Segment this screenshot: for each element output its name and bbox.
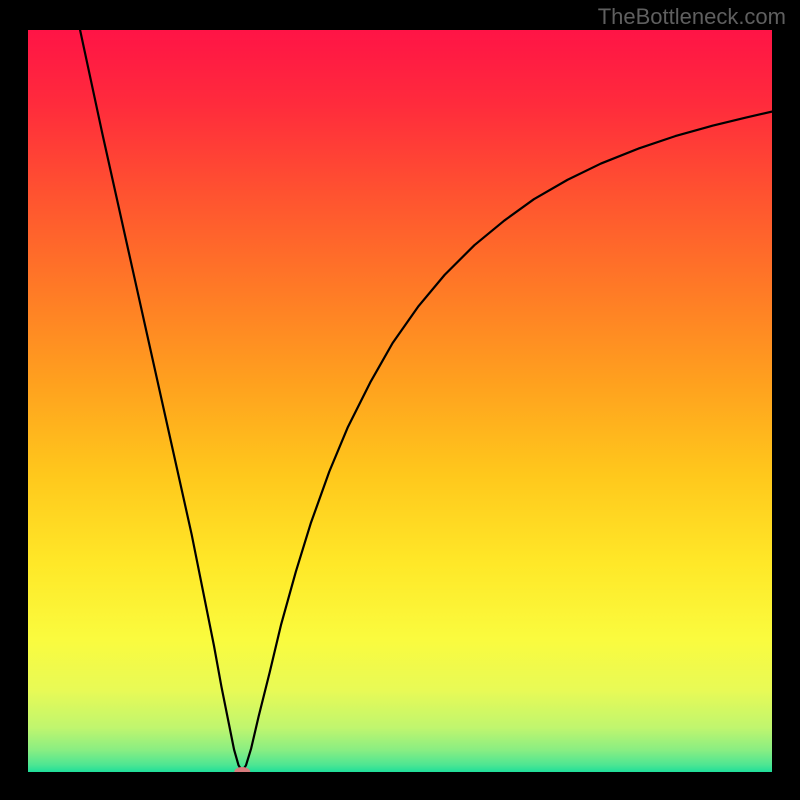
chart-frame: TheBottleneck.com [0, 0, 800, 800]
bottleneck-gradient-background [28, 30, 772, 772]
plot-area [28, 30, 772, 772]
source-watermark: TheBottleneck.com [598, 4, 786, 30]
